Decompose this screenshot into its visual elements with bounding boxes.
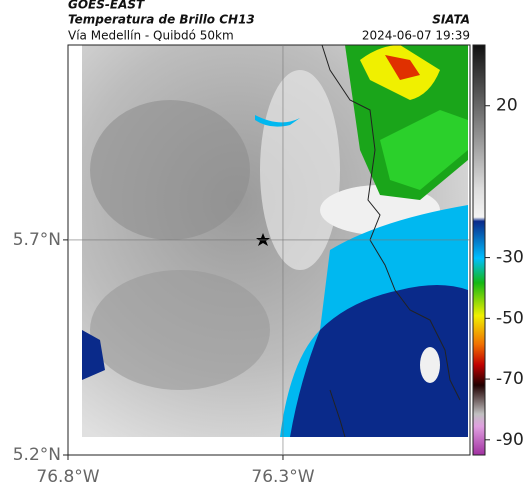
y-tick-label: 5.2°N: [13, 445, 61, 465]
source: GOES-EAST: [68, 0, 145, 12]
timestamp: 2024-06-07 19:39: [362, 29, 470, 43]
route: Vía Medellín - Quibdó 50km: [68, 29, 234, 43]
colorbar-tick-label: -30: [496, 248, 524, 268]
colorbar-tick-label: -70: [496, 369, 524, 389]
colorbar: [472, 44, 486, 456]
colorbar-tick-label: -90: [496, 430, 524, 450]
colorbar-tick-label: 20: [496, 96, 518, 116]
colorbar-tick-label: -50: [496, 308, 524, 328]
product-title: Temperatura de Brillo CH13: [68, 13, 255, 27]
map-frame: [67, 44, 471, 456]
x-tick-label: 76.8°W: [36, 467, 99, 487]
y-tick-label: 5.7°N: [13, 230, 61, 250]
satellite-image: [82, 45, 468, 437]
x-tick-label: 76.3°W: [251, 467, 314, 487]
agency: SIATA: [432, 13, 470, 27]
location-marker: [256, 233, 270, 246]
